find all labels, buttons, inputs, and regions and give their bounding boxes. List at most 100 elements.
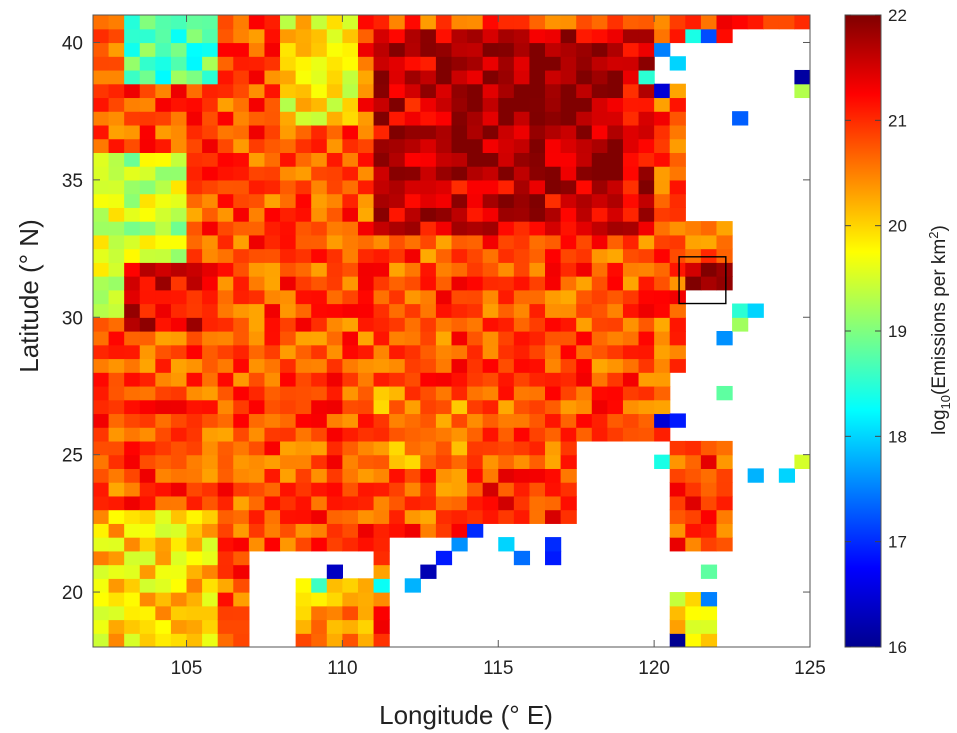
heatmap-cell [217,482,234,497]
heatmap-cell [248,509,266,524]
heatmap-cell [155,633,172,647]
heatmap-cell [513,42,531,57]
heatmap-cell [373,413,390,428]
heatmap-cell [311,413,328,428]
heatmap-cell [638,97,655,112]
heatmap-cell [342,207,359,222]
heatmap-cell [342,166,359,181]
heatmap-cell [685,248,702,263]
heatmap-cell [124,28,141,44]
heatmap-cell [155,399,172,415]
heatmap-cell [716,537,733,552]
heatmap-cell [467,111,484,126]
heatmap-cell [295,427,312,442]
heatmap-cell [404,28,421,44]
heatmap-cell [576,331,593,346]
heatmap-cell [420,454,437,469]
heatmap-cell [513,454,531,469]
heatmap-cell [124,317,141,332]
heatmap-cell [638,221,655,236]
heatmap-cell [404,97,421,112]
heatmap-cell [638,358,655,373]
heatmap-cell [233,276,250,291]
heatmap-cell [373,221,390,236]
heatmap-cell [170,289,188,305]
heatmap-cell [202,468,219,483]
heatmap-cell [170,440,188,456]
heatmap-cell [529,262,546,277]
heatmap-cell [560,166,577,181]
heatmap-cell [498,537,515,552]
heatmap-cell [654,28,671,44]
heatmap-cell [654,399,671,415]
heatmap-cell [451,69,468,85]
heatmap-cell [357,413,375,428]
heatmap-cell [404,166,421,181]
heatmap-cell [420,207,437,222]
heatmap-cell [342,440,359,456]
heatmap-cell [202,289,219,305]
heatmap-cell [685,262,702,277]
heatmap-cell [342,303,359,318]
heatmap-cell [700,276,718,291]
heatmap-cell [435,344,453,360]
heatmap-cell [248,331,266,346]
heatmap-cell [108,495,125,511]
heatmap-cell [513,550,531,566]
heatmap-cell [280,317,297,332]
heatmap-cell [342,111,359,126]
heatmap-cell [591,207,608,222]
heatmap-cell [202,221,219,236]
heatmap-cell [295,262,312,277]
heatmap-cell [389,69,406,85]
heatmap-cell [139,207,156,222]
heatmap-cell [233,221,250,236]
heatmap-cell [467,56,484,71]
heatmap-cell [139,440,156,456]
heatmap-cell [295,15,312,30]
heatmap-cell [669,605,686,621]
heatmap-cell [435,317,453,332]
heatmap-cell [389,207,406,222]
heatmap-cell [295,221,312,236]
heatmap-cell [435,152,453,167]
heatmap-cell [326,262,343,277]
colorbar-tick-label: 22 [888,6,907,25]
heatmap-cell [93,124,110,140]
heatmap-cell [357,331,375,346]
heatmap-cell [357,193,375,208]
heatmap-cell [482,124,499,140]
heatmap-cell [435,42,453,57]
heatmap-cell [669,221,686,236]
heatmap-cell [467,262,484,277]
heatmap-cell [622,124,640,140]
heatmap-cell [529,509,546,524]
heatmap-cell [264,262,281,277]
heatmap-cell [638,234,655,250]
heatmap-cell [124,262,141,277]
heatmap-cell [342,234,359,250]
heatmap-cell [389,523,406,538]
heatmap-cell [202,69,219,85]
heatmap-cell [124,248,141,263]
heatmap-cell [311,28,328,44]
heatmap-cell [467,385,484,401]
heatmap-cell [295,385,312,401]
heatmap-cell [373,385,390,401]
heatmap-cell [513,427,531,442]
heatmap-cell [638,69,655,85]
heatmap-cell [545,111,562,126]
heatmap-cell [545,193,562,208]
heatmap-cell [170,619,188,634]
heatmap-cell [529,331,546,346]
heatmap-cell [451,454,468,469]
heatmap-cell [404,15,421,30]
heatmap-cell [373,166,390,181]
heatmap-cell [342,193,359,208]
heatmap-cell [498,372,515,387]
heatmap-cell [170,193,188,208]
heatmap-cell [217,193,234,208]
heatmap-cell [716,262,733,277]
heatmap-cell [498,83,515,99]
heatmap-cell [669,317,686,332]
